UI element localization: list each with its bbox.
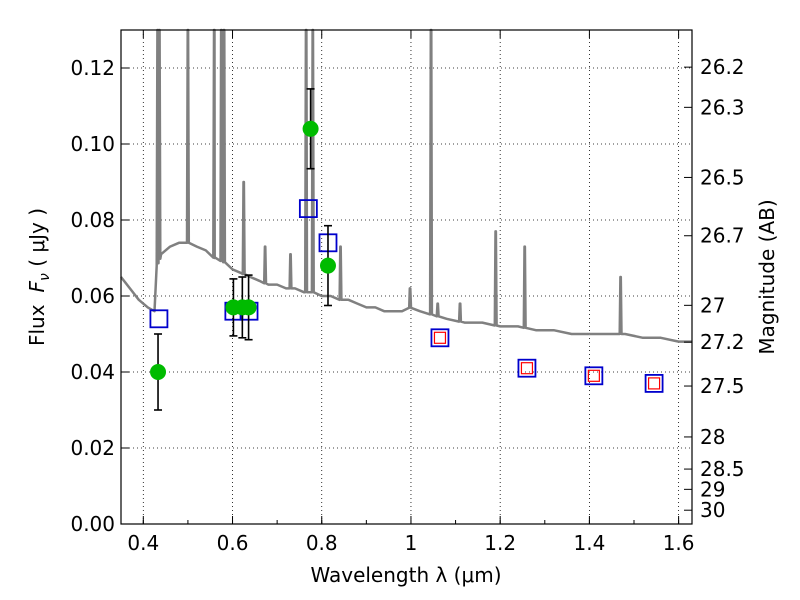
- y-tick-label: 0.00: [70, 512, 115, 536]
- y2-tick-label: 28: [700, 425, 725, 449]
- svg-text:FluxFν ( μJy ): FluxFν ( μJy ): [25, 208, 53, 346]
- y2-tick-label: 30: [700, 498, 725, 522]
- y-tick-label: 0.02: [70, 436, 115, 460]
- model-flux-marker: [644, 373, 664, 393]
- x-tick-label: 1.4: [573, 531, 605, 555]
- y2-tick-label: 26.7: [700, 224, 745, 248]
- plot-frame: [120, 29, 693, 525]
- y-axis-label: FluxFν ( μJy ): [25, 208, 53, 346]
- x-tick-label: 0.6: [217, 531, 249, 555]
- model-flux-marker: [517, 358, 537, 378]
- model-flux-marker: [584, 366, 604, 386]
- y-tick-label: 0.04: [70, 360, 115, 384]
- x-tick-label: 1.6: [663, 531, 695, 555]
- y2-tick-label: 26.2: [700, 55, 745, 79]
- y2-tick-label: 26.5: [700, 165, 745, 189]
- model-flux-marker: [298, 199, 318, 219]
- model-spectrum: [120, 28, 692, 343]
- model-flux-inner-marker: [587, 369, 600, 382]
- y2-tick-label: 29: [700, 477, 725, 501]
- y2-tick-label: 27: [700, 293, 725, 317]
- y2-tick-label: 27.5: [700, 374, 745, 398]
- x-tick-label: 1.2: [484, 531, 516, 555]
- y2-tick-label: 26.3: [700, 95, 745, 119]
- y-tick-label: 0.10: [70, 132, 115, 156]
- axes: 0.4 0.6 0.8 1 1.2 1.4 1.6 0.00 0.02 0.04 0.06 0.08 0…: [70, 29, 745, 555]
- observed-flux-point: [319, 257, 336, 274]
- model-flux-inner-marker: [433, 331, 447, 344]
- model-flux-inner-marker: [520, 362, 534, 375]
- model-flux-inner-marker: [647, 377, 661, 390]
- y2-tick-label: 28.5: [700, 457, 745, 481]
- y2-axis-label: Magnitude (AB): [755, 199, 779, 354]
- x-axis-label: Wavelength λ (μm): [310, 563, 501, 587]
- photometry-points: [149, 88, 664, 411]
- observed-flux-point: [150, 364, 167, 380]
- y2-tick-label: 27.2: [700, 330, 745, 354]
- observed-flux-point: [302, 120, 319, 137]
- x-tick-label: 1: [405, 531, 418, 555]
- model-flux-marker: [430, 328, 450, 348]
- x-tick-label: 0.8: [306, 531, 338, 555]
- model-spectrum-line: [120, 28, 692, 343]
- model-flux-marker: [149, 309, 169, 329]
- y-tick-label: 0.08: [70, 208, 115, 232]
- y-tick-label: 0.06: [70, 284, 115, 308]
- x-tick-label: 0.4: [127, 531, 159, 555]
- axis-labels: Wavelength λ (μm) FluxFν ( μJy ) Magnitu…: [25, 199, 779, 587]
- observed-flux-point: [240, 299, 257, 316]
- y-tick-label: 0.12: [70, 56, 115, 80]
